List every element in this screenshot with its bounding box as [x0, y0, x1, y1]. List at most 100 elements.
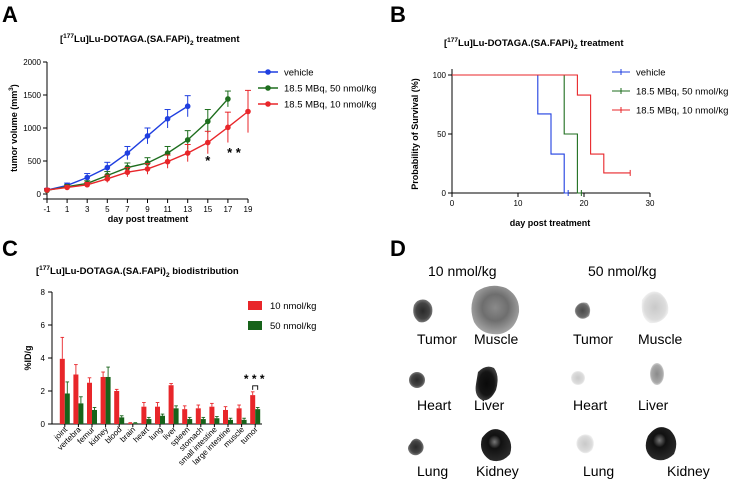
- label-heart-10: Heart: [417, 397, 451, 413]
- a-data-point: [144, 160, 151, 166]
- panel-a-title: [177Lu]Lu-DOTAGA.(SA.FAPi)2 treatment: [60, 33, 240, 47]
- a-legend-label: vehicle: [284, 68, 314, 79]
- a-legend-marker: [265, 69, 271, 75]
- panel-a-legend: vehicle 18.5 MBq, 50 nmol/kg 18.5 MBq, 10 …: [258, 68, 376, 111]
- c-bar: [173, 408, 179, 424]
- c-bar: [105, 376, 111, 424]
- c-bar: [200, 419, 206, 424]
- label-tumor-10: Tumor: [417, 331, 457, 347]
- a-y-tick-label: 500: [28, 157, 42, 166]
- panel-b-xlabel: day post treatment: [510, 218, 591, 228]
- b-survival-curve-1: [452, 74, 582, 194]
- c-bar: [73, 374, 79, 424]
- panel-d: D 10 nmol/kg 50 nmol/kg Tumor Muscle Tum…: [390, 236, 710, 479]
- a-series-1: [44, 90, 231, 194]
- panel-a-plot: * * *: [44, 89, 251, 194]
- b-x-tick-label: 30: [646, 199, 655, 208]
- a-significance-mark: * *: [227, 145, 242, 160]
- a-data-point: [245, 108, 251, 115]
- a-data-point: [84, 174, 90, 181]
- c-bar: [160, 415, 165, 424]
- a-legend-label: 18.5 MBq, 50 nmol/kg: [284, 84, 376, 95]
- a-series-line: [46, 110, 249, 191]
- c-bar: [114, 391, 120, 424]
- a-data-point: [164, 115, 171, 122]
- b-x-tick-label: 20: [580, 199, 589, 208]
- label-kidney-10: Kidney: [476, 463, 519, 479]
- c-y-tick-label: 6: [41, 321, 46, 330]
- panel-b-legend: vehicle 18.5 MBq, 50 nmol/kg 18.5 MBq, 10 …: [612, 68, 728, 117]
- c-bar: [127, 423, 133, 424]
- label-heart-50: Heart: [573, 397, 607, 413]
- panel-c-plot: * * *: [59, 336, 265, 424]
- a-data-point: [205, 118, 211, 125]
- a-x-tick-label: 17: [223, 205, 232, 214]
- a-x-tick-label: 5: [105, 205, 110, 214]
- a-x-tick-label: 7: [125, 205, 130, 214]
- a-data-point: [84, 181, 90, 188]
- a-x-tick-label: 9: [145, 205, 150, 214]
- panel-b: B [177Lu]Lu-DOTAGA.(SA.FAPi)2 treatment …: [390, 2, 728, 228]
- panel-b-axes: 0 50 100 0 10 20 30: [433, 69, 655, 208]
- label-liver-50: Liver: [638, 397, 669, 413]
- liver-10-image: [475, 366, 498, 401]
- c-bar: [236, 408, 242, 424]
- panel-b-title: [177Lu]Lu-DOTAGA.(SA.FAPi)2 treatment: [444, 37, 624, 51]
- b-legend-label: 18.5 MBq, 50 nmol/kg: [636, 87, 728, 98]
- a-y-tick-label: 1500: [23, 91, 41, 100]
- a-y-tick-label: 1000: [23, 124, 41, 133]
- a-data-point: [205, 139, 211, 146]
- c-bar: [187, 419, 193, 424]
- panel-c-ylabel: %ID/g: [23, 345, 33, 370]
- a-y-tick-label: 2000: [23, 58, 41, 67]
- muscle-50-image: [641, 291, 669, 324]
- c-bar: [59, 358, 65, 424]
- panel-c-title: [177Lu]Lu-DOTAGA.(SA.FAPi)2 biodistribut…: [36, 265, 239, 279]
- label-liver-10: Liver: [474, 397, 505, 413]
- c-bar: [119, 417, 125, 424]
- a-data-point: [144, 133, 151, 139]
- heart-10-image: [409, 372, 425, 388]
- panel-b-letter: B: [390, 2, 406, 27]
- a-data-point: [164, 158, 171, 165]
- a-data-point: [104, 176, 111, 182]
- c-bar: [92, 409, 97, 424]
- panel-c-letter: C: [2, 236, 18, 261]
- c-bar: [209, 406, 215, 424]
- panel-a-ylabel: tumor volume (mm3): [8, 84, 19, 172]
- panel-c: C [177Lu]Lu-DOTAGA.(SA.FAPi)2 biodistrib…: [2, 236, 316, 467]
- c-bar: [195, 408, 201, 424]
- column-label-50: 50 nmol/kg: [588, 263, 656, 279]
- panel-a: A [177Lu]Lu-DOTAGA.(SA.FAPi)2 treatment …: [2, 2, 376, 224]
- c-y-tick-label: 0: [41, 420, 46, 429]
- a-data-point: [124, 169, 131, 176]
- c-y-tick-label: 8: [41, 288, 46, 297]
- c-bar: [141, 406, 147, 424]
- panel-d-letter: D: [390, 236, 406, 261]
- c-bar: [223, 409, 228, 424]
- c-bar: [100, 376, 106, 424]
- c-bar: [250, 395, 256, 424]
- label-muscle-50: Muscle: [638, 331, 683, 347]
- b-legend-label: 18.5 MBq, 10 nmol/kg: [636, 106, 728, 117]
- label-muscle-10: Muscle: [474, 331, 519, 347]
- a-data-point: [184, 103, 191, 110]
- b-legend-label: vehicle: [636, 68, 666, 79]
- c-bar: [255, 409, 261, 424]
- kidney-10-image: [481, 429, 512, 462]
- c-y-tick-label: 2: [41, 387, 46, 396]
- muscle-10-image: [471, 285, 520, 335]
- c-y-tick-label: 4: [41, 354, 46, 363]
- a-x-tick-label: 11: [163, 205, 172, 214]
- b-survival-curve-0: [452, 74, 569, 194]
- a-series-line: [46, 98, 229, 192]
- panel-c-legend: 10 nmol/kg 50 nmol/kg: [248, 301, 316, 332]
- b-survival-curve-2: [452, 74, 631, 174]
- a-x-tick-label: 19: [244, 205, 253, 214]
- liver-50-image: [650, 363, 664, 385]
- c-bar: [168, 385, 174, 424]
- panel-a-xlabel: day post treatment: [108, 214, 189, 224]
- a-x-tick-label: 3: [85, 205, 90, 214]
